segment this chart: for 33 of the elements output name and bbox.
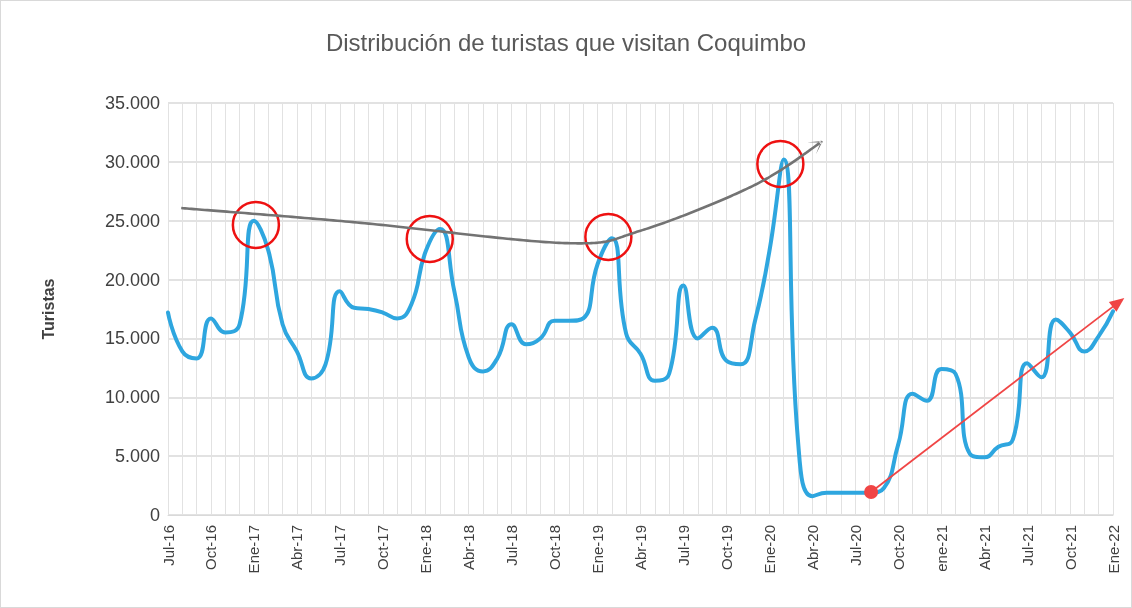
x-tick-label: ene-21 — [932, 525, 950, 572]
x-tick-label: Abr-19 — [632, 525, 649, 571]
x-tick-label: Oct-19 — [717, 525, 735, 571]
x-tick-label: Oct-21 — [1061, 525, 1079, 571]
y-tick-label: 20.000 — [104, 269, 160, 290]
x-tick-label: Jul-16 — [159, 525, 177, 566]
x-tick-label: Jul-21 — [1018, 525, 1036, 566]
x-tick-label: Oct-16 — [202, 525, 220, 571]
y-tick-label: 5.000 — [114, 446, 160, 467]
x-tick-label: Jul-20 — [846, 525, 864, 566]
x-tick-label: Jul-17 — [331, 525, 349, 566]
y-axis-title: Turistas — [39, 278, 57, 340]
y-tick-label: 25.000 — [104, 210, 160, 231]
x-tick-label: Abr-17 — [288, 525, 306, 571]
x-tick-label: Ene-22 — [1104, 525, 1122, 574]
y-tick-label: 30.000 — [104, 151, 160, 172]
x-tick-label: Jul-18 — [503, 525, 521, 566]
x-tick-label: Abr-21 — [975, 525, 993, 571]
x-tick-label: Ene-20 — [760, 525, 778, 574]
x-tick-label: Jul-19 — [674, 525, 692, 566]
y-tick-label: 10.000 — [104, 387, 160, 408]
y-tick-label: 35.000 — [104, 93, 160, 113]
x-tick-label: Oct-18 — [546, 525, 564, 571]
x-tick-label: Ene-18 — [417, 525, 435, 574]
x-tick-label: Ene-17 — [245, 525, 263, 574]
x-tick-label: Abr-20 — [803, 525, 821, 571]
x-tick-label: Abr-18 — [460, 525, 478, 571]
y-tick-label: 0 — [149, 505, 160, 525]
x-tick-label: Oct-20 — [889, 525, 907, 571]
x-tick-label: Ene-19 — [589, 525, 607, 574]
chart-title: Distribución de turistas que visitan Coquimbo — [325, 28, 807, 56]
y-tick-label: 15.000 — [104, 328, 160, 349]
x-tick-label: Oct-17 — [374, 525, 392, 571]
